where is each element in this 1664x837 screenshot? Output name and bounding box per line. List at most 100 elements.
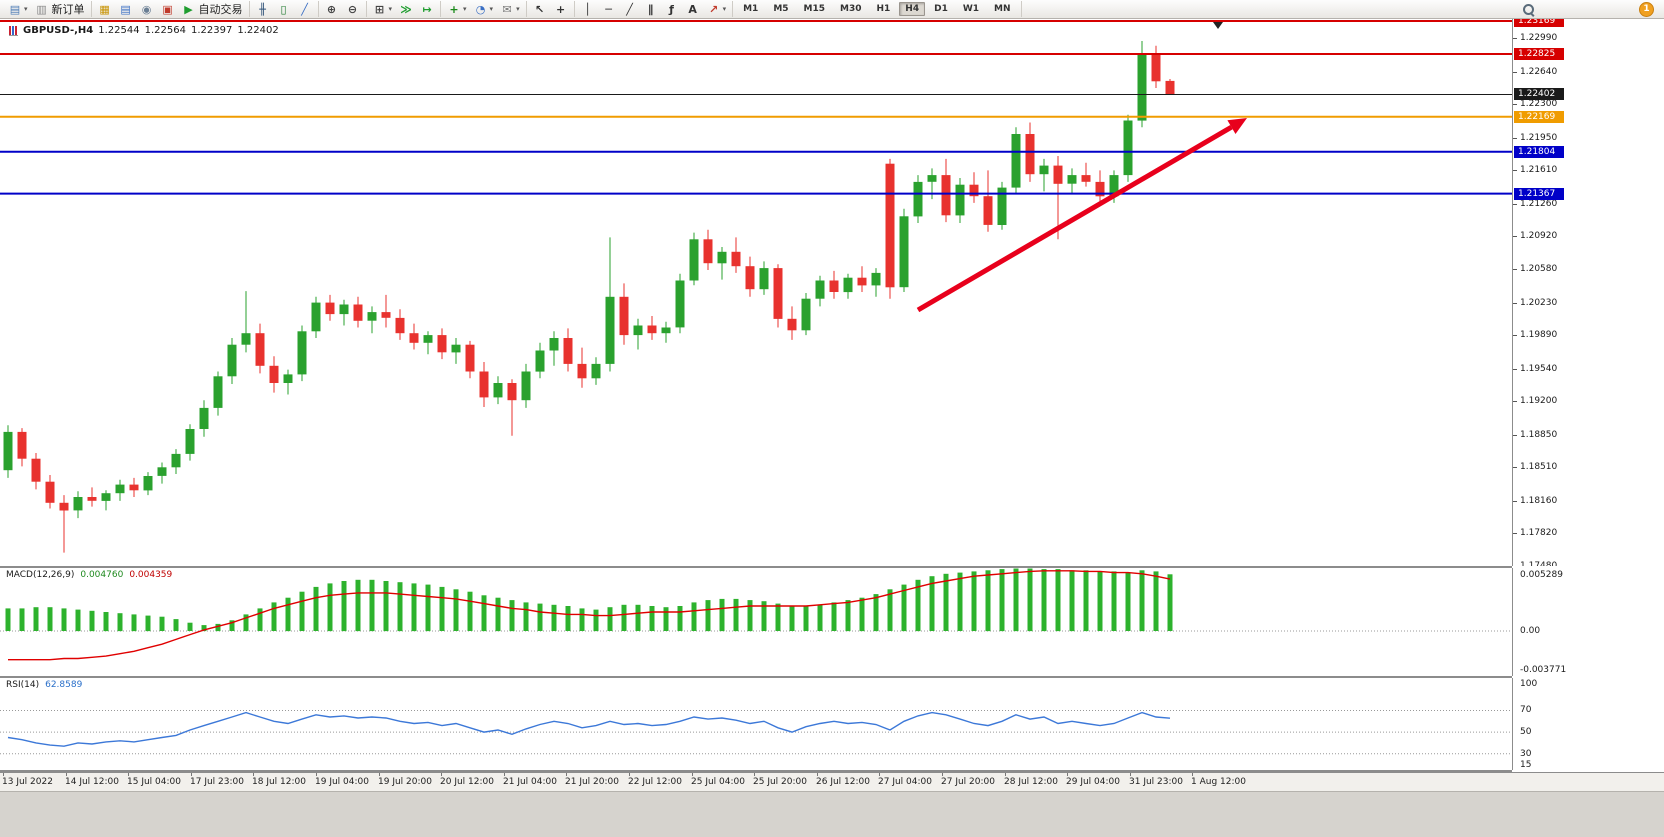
templates-button[interactable]: ✉ ▾ — [498, 2, 522, 16]
trendline-button[interactable]: ╱ — [621, 2, 639, 16]
macd-histogram-bar — [411, 583, 417, 632]
text-button[interactable]: A — [684, 2, 702, 16]
price-tick-label: 1.17480 — [1520, 561, 1558, 566]
macd-histogram-bar — [831, 602, 837, 631]
price-tick-label: 1.20580 — [1520, 264, 1558, 274]
periods-button[interactable]: ◔ ▾ — [472, 2, 496, 16]
candle-body — [283, 374, 293, 383]
navigator-button[interactable]: ◉ — [138, 2, 156, 16]
candle-body — [157, 467, 167, 476]
rsi-label: RSI(14) — [6, 680, 40, 690]
macd-histogram-bar — [467, 591, 473, 631]
timeframe-button-m5[interactable]: M5 — [773, 4, 789, 14]
macd-histogram-bar — [271, 602, 277, 631]
timeframe-button-h1[interactable]: H1 — [876, 4, 891, 14]
crosshair-button[interactable]: + — [552, 2, 570, 16]
price-tick-mark — [1513, 435, 1517, 436]
candle-body — [815, 280, 825, 299]
time-label: 19 Jul 20:00 — [378, 777, 432, 787]
data-window-button[interactable]: ▤ — [117, 2, 135, 16]
chart-shift-marker[interactable] — [1213, 22, 1223, 29]
macd-histogram-bar — [565, 606, 571, 631]
rsi-value: 62.8589 — [45, 680, 83, 690]
macd-histogram-bar — [957, 572, 963, 631]
candle-body — [661, 327, 671, 334]
macd-histogram-bar — [103, 612, 109, 632]
candle-body — [171, 453, 181, 468]
autotrading-button[interactable]: ▶ 自动交易 — [180, 1, 245, 17]
macd-histogram-bar — [369, 579, 375, 632]
time-label: 21 Jul 20:00 — [565, 777, 619, 787]
candle-body — [3, 431, 13, 471]
chart-shift-button[interactable]: ↦ — [418, 2, 436, 16]
timeframe-button-w1[interactable]: W1 — [962, 4, 980, 14]
timeframe-button-d1[interactable]: D1 — [934, 4, 948, 14]
candle-body — [395, 317, 405, 334]
auto-scroll-button[interactable]: ≫ — [397, 2, 415, 16]
new-chart-button[interactable]: ▤ ▾ — [6, 2, 30, 16]
notification-badge[interactable]: 1 — [1639, 1, 1654, 17]
time-axis[interactable]: 13 Jul 2022 14 Jul 12:00 15 Jul 04:00 17 Ju… — [0, 772, 1664, 791]
timeframe-button-h4[interactable]: H4 — [899, 2, 926, 16]
zoom-out-icon: ⊖ — [347, 2, 358, 16]
vertical-line-icon: │ — [584, 2, 591, 16]
toolbar-group-window: ⊞ ▾ ≫ ↦ — [367, 1, 442, 17]
timeframe-button-m1[interactable]: M1 — [743, 4, 759, 14]
candlestick-chart[interactable] — [0, 19, 1512, 566]
market-watch-button[interactable]: ▦ — [96, 2, 114, 16]
zoom-in-button[interactable]: ⊕ — [323, 2, 341, 16]
macd-histogram-bar — [733, 598, 739, 632]
candle-body — [1151, 53, 1161, 82]
macd-histogram-bar — [929, 576, 935, 631]
timeframe-button-m15[interactable]: M15 — [803, 4, 826, 14]
channel-button[interactable]: ∥ — [642, 2, 660, 16]
search-icon[interactable] — [1522, 3, 1535, 16]
macd-histogram-bar — [901, 584, 907, 632]
vertical-line-button[interactable]: │ — [579, 2, 597, 16]
price-tick-mark — [1513, 204, 1517, 205]
indicators-button[interactable]: + ▾ — [445, 2, 469, 16]
macd-histogram-bar — [201, 625, 207, 632]
macd-scale-min: -0.003771 — [1520, 665, 1567, 675]
time-tick-mark — [1005, 773, 1006, 776]
line-chart-button[interactable]: ╱ — [296, 2, 314, 16]
price-line-badge: 1.22169 — [1514, 111, 1564, 123]
candlestick-button[interactable]: ▯ — [275, 2, 293, 16]
time-tick-mark — [253, 773, 254, 776]
timeframe-button-m30[interactable]: M30 — [840, 4, 862, 14]
candle-body — [465, 344, 475, 372]
macd-chart[interactable] — [0, 568, 1512, 676]
candle-body — [339, 304, 349, 315]
price-tick-label: 1.21260 — [1520, 199, 1558, 209]
time-tick-mark — [1130, 773, 1131, 776]
horizontal-line-button[interactable]: ─ — [600, 2, 618, 16]
fibonacci-button[interactable]: ƒ — [663, 2, 681, 16]
macd-histogram-bar — [537, 603, 543, 631]
trend-arrow-line[interactable] — [916, 124, 1233, 313]
toolbar-group-zoom: ⊕ ⊖ — [319, 1, 367, 17]
price-axis[interactable]: 1.22990 1.22640 1.22300 1.21950 1.21610 1.212… — [1512, 19, 1664, 566]
terminal-button[interactable]: ▣ — [159, 2, 177, 16]
timeframe-button-mn[interactable]: MN — [994, 4, 1011, 14]
arrows-button[interactable]: ↗ ▾ — [705, 2, 729, 16]
time-label: 22 Jul 12:00 — [628, 777, 682, 787]
bar-chart-button[interactable]: ╫ — [254, 2, 272, 16]
macd-histogram-bar — [131, 614, 137, 632]
cursor-button[interactable]: ↖ — [531, 2, 549, 16]
zoom-out-button[interactable]: ⊖ — [344, 2, 362, 16]
macd-histogram-bar — [89, 610, 95, 632]
time-tick-mark — [629, 773, 630, 776]
tile-windows-button[interactable]: ⊞ ▾ — [371, 2, 395, 16]
rsi-scale-label: 50 — [1520, 727, 1532, 737]
chevron-down-icon: ▾ — [516, 5, 520, 13]
macd-histogram-bar — [117, 613, 123, 632]
candle-body — [1095, 181, 1105, 197]
time-label: 15 Jul 04:00 — [127, 777, 181, 787]
macd-histogram-bar — [551, 604, 557, 631]
rsi-chart[interactable] — [0, 678, 1512, 770]
arrows-icon: ↗ — [708, 2, 719, 16]
rsi-axis: 100 70 50 30 15 — [1512, 678, 1664, 770]
horizontal-line-icon: ─ — [605, 2, 612, 16]
time-tick-mark — [504, 773, 505, 776]
new-order-button[interactable]: ▥ 新订单 — [33, 1, 87, 17]
